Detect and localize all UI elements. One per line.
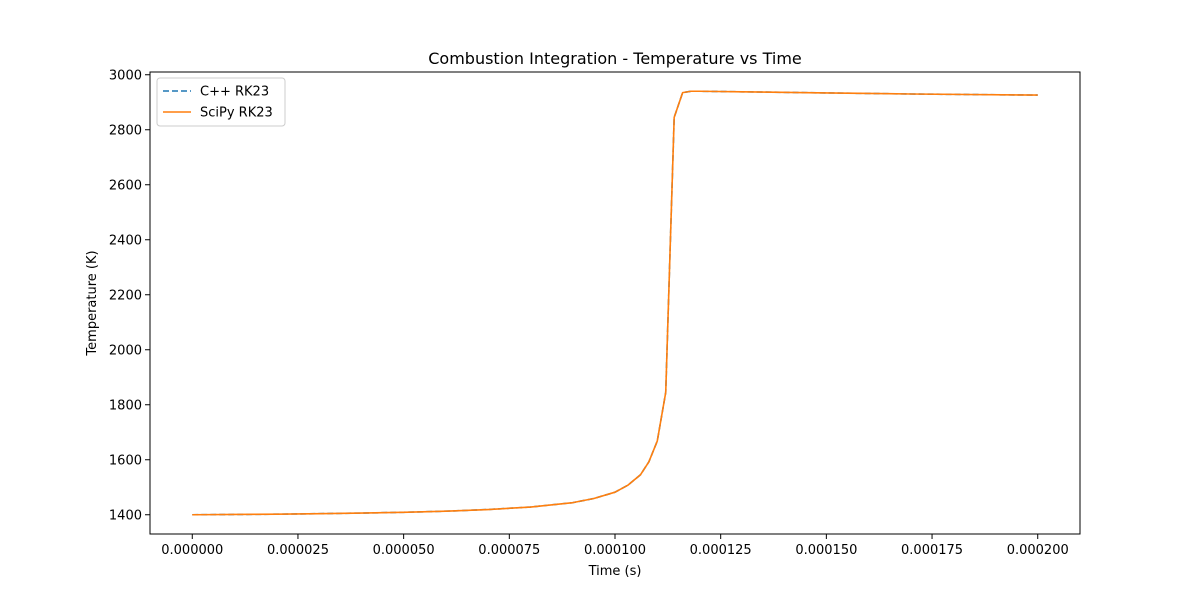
- legend: C++ RK23 SciPy RK23: [156, 77, 286, 127]
- y-tick-label: 2600: [109, 178, 142, 193]
- x-tick-label: 0.000100: [584, 543, 646, 558]
- x-tick-label: 0.000000: [161, 543, 223, 558]
- x-tick-label: 0.000200: [1007, 543, 1069, 558]
- chart-title: Combustion Integration - Temperature vs …: [428, 49, 802, 68]
- y-axis-label: Temperature (K): [85, 250, 100, 356]
- y-tick-label: 1600: [109, 453, 142, 468]
- x-axis-label: Time (s): [588, 564, 642, 579]
- y-tick-label: 3000: [109, 68, 142, 83]
- y-tick-label: 2200: [109, 288, 142, 303]
- legend-label: SciPy RK23: [200, 106, 273, 121]
- y-axis: 1400 1600 1800 2000 2200 2400 2600 2800 3000: [109, 68, 150, 523]
- x-tick-label: 0.000075: [478, 543, 540, 558]
- y-tick-label: 1800: [109, 398, 142, 413]
- x-tick-label: 0.000175: [901, 543, 963, 558]
- x-axis: 0.000000 0.000025 0.000050 0.000075 0.000100…: [161, 534, 1069, 558]
- y-tick-label: 2000: [109, 343, 142, 358]
- x-tick-label: 0.000050: [373, 543, 435, 558]
- y-tick-label: 1400: [109, 508, 142, 523]
- x-tick-label: 0.000150: [795, 543, 857, 558]
- x-tick-label: 0.000025: [267, 543, 329, 558]
- series-layer: [192, 90, 1038, 516]
- y-tick-label: 2400: [109, 233, 142, 248]
- legend-box: [156, 77, 286, 127]
- series-line-scipy-rk23: [192, 90, 1038, 516]
- plot-area: [150, 72, 1080, 534]
- y-tick-label: 2800: [109, 123, 142, 138]
- x-tick-label: 0.000125: [690, 543, 752, 558]
- legend-label: C++ RK23: [200, 85, 269, 100]
